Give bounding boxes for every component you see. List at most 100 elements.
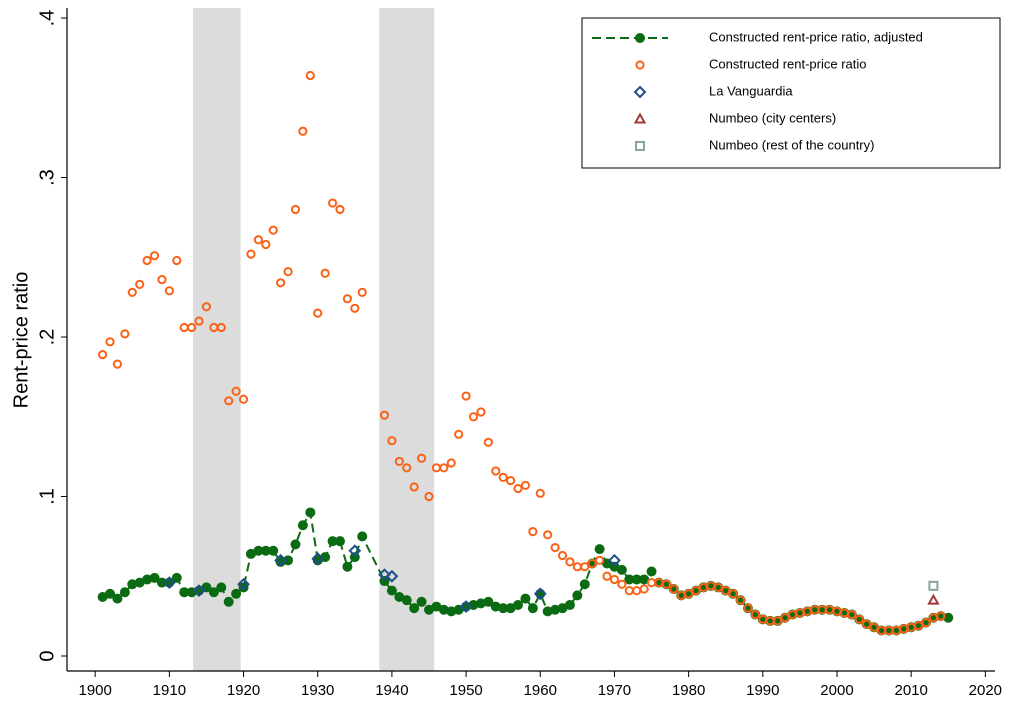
point bbox=[350, 303, 360, 313]
point bbox=[334, 536, 345, 547]
point bbox=[506, 475, 516, 486]
point bbox=[446, 606, 457, 617]
point bbox=[691, 586, 701, 596]
point bbox=[172, 255, 182, 266]
point bbox=[208, 587, 219, 598]
point bbox=[713, 582, 723, 593]
point bbox=[743, 603, 753, 613]
point bbox=[171, 572, 182, 583]
point bbox=[528, 527, 538, 537]
point bbox=[928, 580, 939, 591]
point bbox=[98, 349, 108, 360]
point bbox=[454, 429, 464, 439]
point bbox=[105, 337, 115, 347]
point bbox=[416, 596, 427, 607]
point bbox=[127, 287, 137, 297]
point bbox=[268, 225, 278, 235]
x-tick-label: 2020 bbox=[969, 682, 1002, 699]
point bbox=[913, 621, 924, 631]
point bbox=[378, 568, 391, 582]
point bbox=[327, 198, 338, 208]
point bbox=[162, 576, 176, 590]
point bbox=[513, 483, 523, 494]
point bbox=[728, 589, 738, 599]
x-tick-label: 1970 bbox=[598, 682, 631, 699]
point bbox=[943, 612, 954, 623]
x-tick-label: 1910 bbox=[153, 682, 186, 699]
point bbox=[424, 491, 434, 502]
point bbox=[535, 588, 546, 599]
point bbox=[357, 287, 367, 297]
x-tick-label: 1940 bbox=[375, 682, 408, 699]
shaded-period bbox=[379, 8, 435, 671]
point bbox=[149, 251, 160, 261]
legend-marker bbox=[635, 60, 645, 70]
point bbox=[617, 579, 627, 589]
legend-label: La Vanguardia bbox=[709, 83, 793, 98]
point bbox=[274, 553, 288, 567]
point bbox=[237, 577, 250, 591]
point bbox=[142, 255, 152, 266]
y-axis-label: Rent-price ratio bbox=[10, 272, 32, 409]
point bbox=[498, 472, 508, 482]
point bbox=[416, 453, 427, 463]
point bbox=[276, 278, 286, 288]
point bbox=[632, 586, 642, 596]
point bbox=[409, 482, 419, 492]
point bbox=[468, 412, 479, 422]
point bbox=[127, 579, 138, 590]
point bbox=[564, 599, 575, 610]
point bbox=[298, 126, 308, 136]
point bbox=[260, 545, 271, 556]
point bbox=[847, 609, 857, 620]
x-tick-label: 2000 bbox=[820, 682, 853, 699]
point bbox=[201, 302, 212, 312]
legend-marker bbox=[633, 112, 647, 124]
point bbox=[357, 531, 368, 542]
point bbox=[120, 329, 130, 339]
point bbox=[735, 595, 746, 605]
point bbox=[565, 557, 575, 567]
point bbox=[579, 579, 590, 590]
x-tick-label: 1960 bbox=[524, 682, 557, 699]
point bbox=[624, 586, 634, 596]
point bbox=[721, 586, 731, 596]
point bbox=[936, 611, 946, 621]
point bbox=[386, 585, 397, 596]
point bbox=[459, 600, 473, 613]
point bbox=[290, 539, 301, 550]
point bbox=[179, 587, 190, 598]
point bbox=[253, 545, 264, 556]
point bbox=[224, 396, 234, 406]
point bbox=[483, 437, 493, 447]
point bbox=[439, 463, 449, 473]
point bbox=[379, 410, 390, 420]
point bbox=[773, 616, 783, 626]
point bbox=[661, 579, 671, 589]
point bbox=[535, 488, 545, 498]
point bbox=[750, 609, 760, 620]
point bbox=[283, 267, 293, 277]
point bbox=[231, 386, 241, 396]
point bbox=[572, 562, 582, 572]
point bbox=[624, 574, 635, 585]
point bbox=[446, 458, 456, 468]
legend-marker bbox=[633, 85, 647, 99]
point bbox=[520, 593, 531, 604]
point bbox=[112, 593, 123, 604]
point bbox=[156, 577, 167, 588]
point bbox=[438, 604, 449, 615]
legend-marker bbox=[635, 141, 645, 151]
legend-label: Numbeo (rest of the country) bbox=[709, 137, 874, 152]
legend-label: Constructed rent-price ratio bbox=[709, 56, 867, 71]
point bbox=[238, 394, 249, 404]
point bbox=[164, 286, 174, 296]
x-tick-label: 2010 bbox=[894, 682, 927, 699]
point bbox=[513, 599, 524, 610]
legend-label: Numbeo (city centers) bbox=[709, 110, 836, 125]
point bbox=[572, 590, 583, 601]
point bbox=[609, 574, 620, 585]
point bbox=[550, 542, 560, 553]
point bbox=[268, 545, 279, 556]
point bbox=[394, 456, 404, 467]
